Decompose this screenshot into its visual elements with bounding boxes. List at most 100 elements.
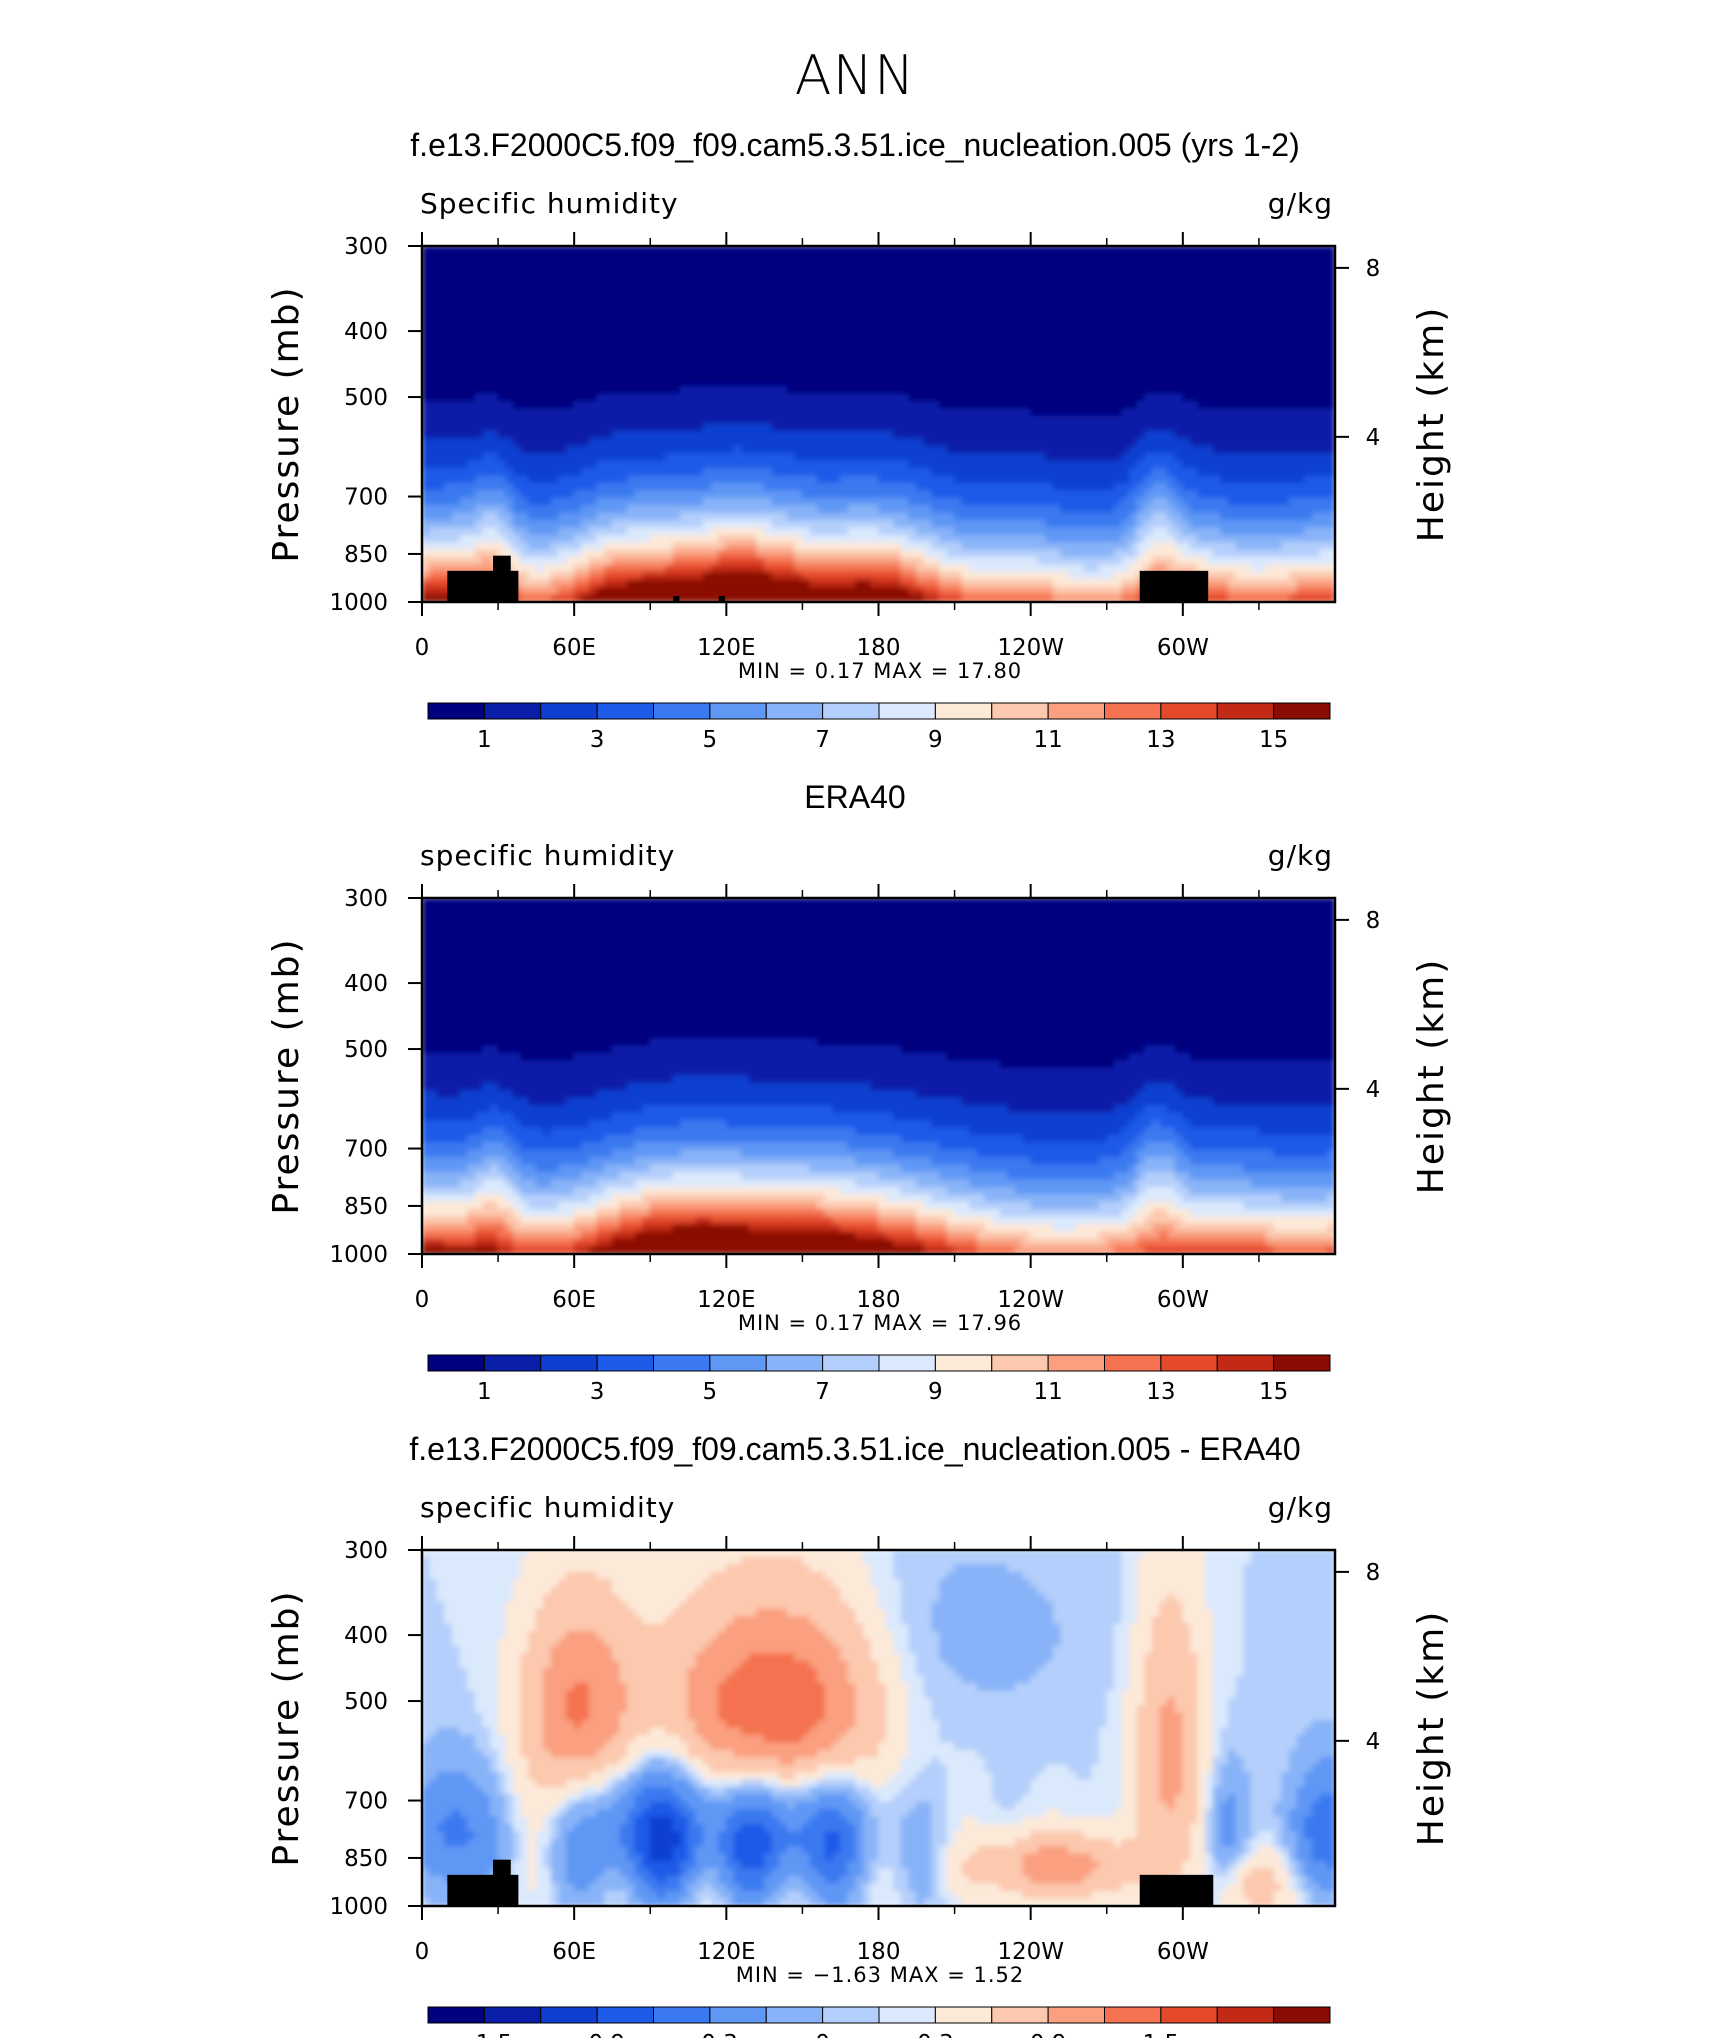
contour-cell	[779, 341, 788, 351]
contour-cell	[1296, 527, 1306, 536]
contour-cell	[938, 282, 948, 291]
contour-cell	[535, 304, 545, 314]
contour-cell	[459, 312, 469, 321]
contour-cell	[794, 349, 803, 358]
contour-cell	[786, 379, 796, 388]
contour-cell	[497, 468, 507, 477]
contour-cell	[1167, 356, 1176, 366]
contour-cell	[984, 356, 994, 366]
contour-cell	[573, 327, 583, 336]
contour-cell	[1022, 364, 1032, 373]
contour-cell	[619, 275, 628, 284]
contour-cell	[938, 408, 948, 418]
contour-cell	[451, 386, 461, 395]
contour-cell	[611, 393, 621, 403]
contour-cell	[1258, 312, 1267, 321]
contour-cell	[436, 505, 446, 514]
contour-cell	[969, 482, 978, 492]
contour-cell	[1212, 371, 1222, 380]
contour-cell	[619, 527, 628, 536]
contour-cell	[1281, 319, 1290, 329]
contour-cell	[1045, 445, 1054, 455]
contour-cell	[672, 327, 682, 336]
contour-cell	[1304, 319, 1313, 329]
contour-cell	[908, 512, 917, 521]
contour-cell	[954, 401, 963, 410]
contour-cell	[1205, 334, 1214, 343]
contour-cell	[809, 282, 819, 291]
contour-cell	[467, 408, 476, 418]
contour-cell	[1281, 497, 1290, 507]
contour-cell	[672, 445, 682, 455]
contour-cell	[1174, 416, 1184, 425]
contour-cell	[474, 416, 484, 425]
contour-cell	[1281, 542, 1290, 551]
contour-cell	[1167, 401, 1176, 410]
contour-cell	[550, 267, 560, 277]
contour-cell	[1030, 519, 1039, 529]
contour-cell	[1311, 290, 1321, 299]
contour-cell	[756, 430, 765, 440]
contour-cell	[1083, 416, 1092, 425]
contour-cell	[763, 379, 773, 388]
contour-cell	[725, 468, 735, 477]
contour-cell	[1197, 304, 1207, 314]
contour-cell	[1022, 349, 1032, 358]
contour-cell	[451, 364, 461, 373]
contour-cell	[444, 423, 453, 432]
contour-cell	[1266, 519, 1275, 529]
contour-cell	[1091, 408, 1100, 418]
contour-cell	[649, 460, 659, 469]
contour-cell	[954, 460, 963, 469]
contour-cell	[467, 490, 476, 499]
contour-cell	[961, 482, 971, 492]
contour-cell	[1326, 297, 1335, 306]
contour-cell	[733, 327, 742, 336]
contour-cell	[878, 312, 887, 321]
contour-cell	[893, 297, 902, 306]
contour-cell	[680, 445, 689, 455]
contour-cell	[840, 364, 849, 373]
contour-cell	[847, 371, 857, 380]
contour-cell	[1113, 475, 1123, 484]
contour-cell	[1288, 282, 1298, 291]
contour-cell	[969, 267, 978, 277]
contour-cell	[931, 334, 940, 343]
contour-cell	[1113, 416, 1123, 425]
contour-cell	[1182, 275, 1191, 284]
contour-cell	[626, 364, 636, 373]
contour-cell	[1091, 542, 1100, 551]
contour-cell	[1281, 267, 1290, 277]
contour-cell	[961, 416, 971, 425]
contour-cell	[1205, 475, 1214, 484]
contour-cell	[1273, 297, 1283, 306]
contour-cell	[733, 423, 742, 432]
contour-cell	[832, 430, 841, 440]
contour-cell	[1045, 438, 1054, 447]
contour-cell	[604, 549, 613, 558]
contour-cell	[984, 438, 994, 447]
contour-cell	[1136, 304, 1146, 314]
contour-cell	[550, 490, 560, 499]
contour-cell	[672, 497, 682, 507]
contour-cell	[1235, 453, 1245, 462]
contour-cell	[976, 297, 986, 306]
contour-cell	[665, 445, 674, 455]
contour-cell	[451, 505, 461, 514]
contour-cell	[1266, 468, 1275, 477]
contour-cell	[558, 490, 568, 499]
contour-cell	[908, 341, 917, 351]
contour-cell	[725, 312, 735, 321]
contour-cell	[855, 490, 864, 499]
contour-cell	[543, 312, 552, 321]
contour-cell	[467, 356, 476, 366]
contour-cell	[1205, 497, 1214, 507]
contour-cell	[626, 460, 636, 469]
contour-cell	[946, 460, 956, 469]
contour-cell	[604, 542, 613, 551]
contour-cell	[1121, 438, 1131, 447]
contour-cell	[756, 319, 765, 329]
contour-cell	[1129, 327, 1138, 336]
contour-cell	[505, 319, 514, 329]
contour-cell	[459, 490, 469, 499]
